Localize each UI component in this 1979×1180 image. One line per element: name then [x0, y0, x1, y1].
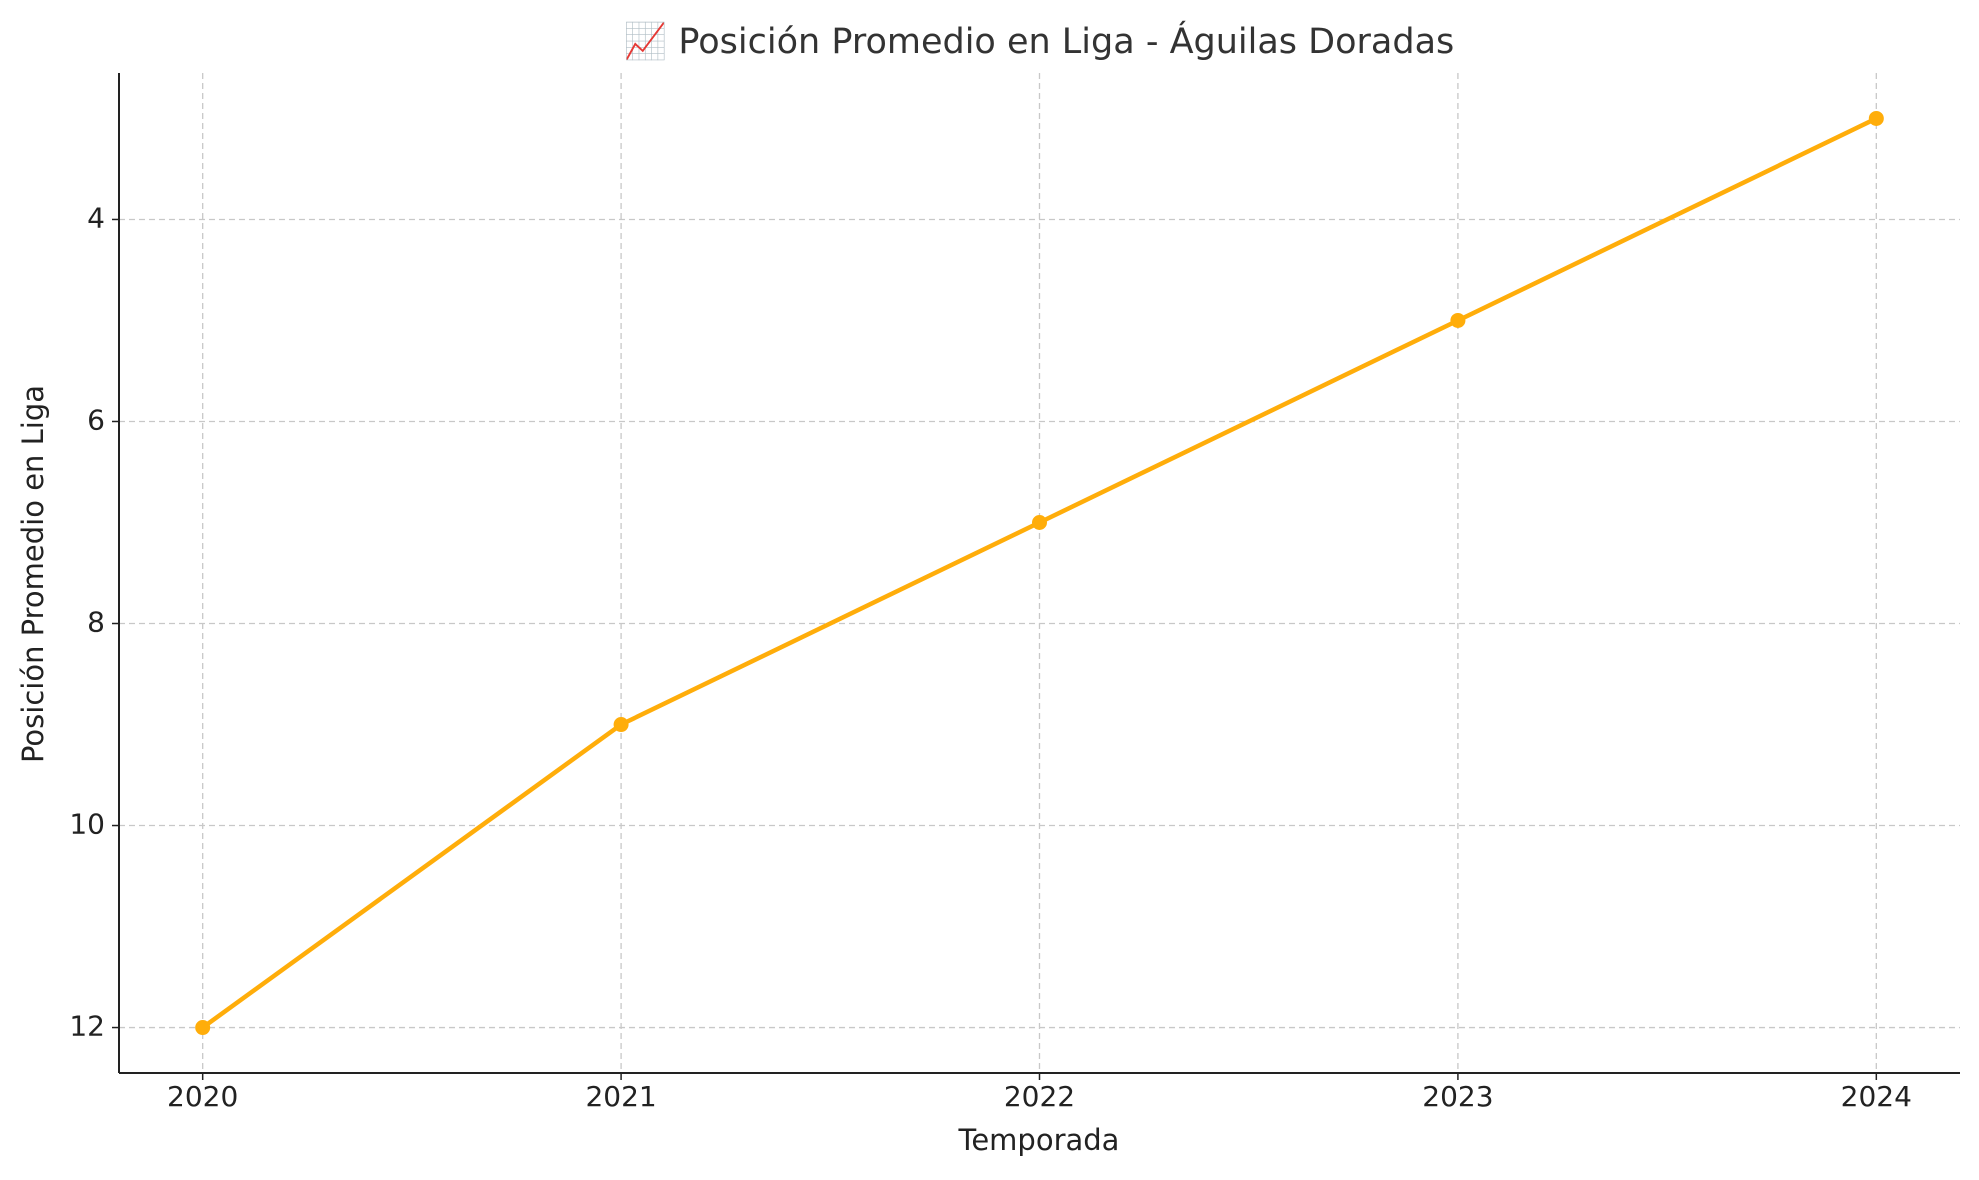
point: [1032, 514, 1047, 530]
y-tick-label: 12: [69, 1010, 105, 1043]
point: [195, 1020, 211, 1036]
y-tick-label: 10: [69, 808, 105, 841]
y-axis-label: Posición Promedio en Liga: [16, 385, 50, 763]
x-axis-label: Temporada: [958, 1123, 1120, 1157]
point: [1868, 110, 1884, 126]
x-tick-label: 2024: [1841, 1080, 1912, 1113]
x-tick-label: 2020: [167, 1080, 238, 1113]
point: [1450, 312, 1466, 328]
chart-title: 📈 Posición Promedio en Liga - Águilas Do…: [624, 20, 1455, 62]
y-tick-label: 8: [87, 606, 105, 639]
x-tick-label: 2022: [1004, 1080, 1075, 1113]
y-tick-label: 4: [87, 201, 105, 234]
x-tick-label: 2021: [585, 1080, 656, 1113]
y-tick-label: 6: [87, 403, 105, 436]
point: [613, 717, 629, 733]
x-tick-label: 2023: [1422, 1080, 1493, 1113]
